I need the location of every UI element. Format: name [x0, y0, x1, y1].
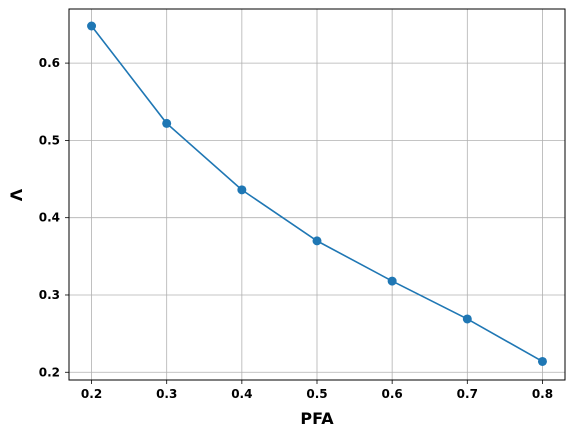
- y-axis-ticks: 0.2 0.3 0.4 0.5 0.6: [39, 56, 69, 379]
- x-tick-label: 0.5: [306, 387, 327, 401]
- x-axis-ticks: 0.2 0.3 0.4 0.5 0.6 0.7 0.8: [81, 380, 553, 401]
- x-tick-label: 0.8: [532, 387, 553, 401]
- y-tick-label: 0.3: [39, 288, 60, 302]
- x-axis-label: PFA: [300, 409, 334, 428]
- data-point: [312, 236, 322, 246]
- y-tick-label: 0.2: [39, 365, 60, 379]
- grid-lines: [69, 9, 565, 380]
- x-tick-label: 0.4: [231, 387, 252, 401]
- x-tick-label: 0.7: [457, 387, 478, 401]
- data-point: [387, 276, 397, 286]
- data-point: [237, 185, 247, 195]
- data-point: [87, 21, 97, 31]
- y-tick-label: 0.5: [39, 133, 60, 147]
- y-axis-label: Λ: [7, 188, 26, 201]
- plot-frame: [68, 8, 566, 381]
- x-tick-label: 0.6: [382, 387, 403, 401]
- data-point: [462, 314, 472, 324]
- data-point: [537, 356, 547, 366]
- y-tick-label: 0.6: [39, 56, 60, 70]
- y-tick-label: 0.4: [39, 211, 60, 225]
- x-tick-label: 0.3: [156, 387, 177, 401]
- x-tick-label: 0.2: [81, 387, 102, 401]
- series-group: [87, 21, 547, 366]
- data-point: [162, 118, 172, 128]
